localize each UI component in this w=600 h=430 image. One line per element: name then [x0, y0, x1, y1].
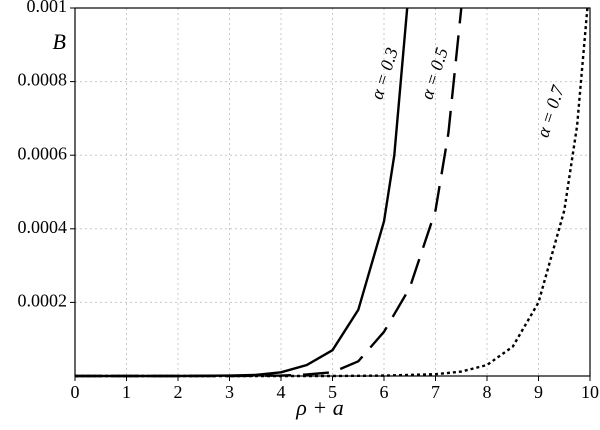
x-tick-label: 8 — [483, 382, 492, 402]
y-axis-label: B — [53, 29, 66, 54]
x-tick-label: 7 — [431, 382, 440, 402]
series-label: α = 0.5 — [417, 45, 452, 102]
x-tick-label: 9 — [534, 382, 543, 402]
series-line — [75, 7, 463, 378]
x-tick-label: 5 — [328, 382, 337, 402]
x-tick-label: 1 — [122, 382, 131, 402]
x-tick-label: 4 — [277, 382, 286, 402]
x-tick-label: 0 — [71, 382, 80, 402]
x-tick-label: 10 — [581, 382, 599, 402]
y-tick-label: 0.0002 — [18, 291, 68, 311]
series-label: α = 0.7 — [533, 82, 569, 140]
x-axis-label: ρ + a — [295, 395, 343, 420]
y-tick-label: 0.0006 — [18, 143, 68, 163]
y-tick-label: 0.0008 — [18, 70, 68, 90]
plot-frame — [74, 7, 591, 377]
x-tick-label: 6 — [380, 382, 389, 402]
y-tick-label: 0.0004 — [18, 217, 68, 237]
series-line — [75, 7, 409, 378]
series-line — [75, 7, 589, 378]
x-tick-label: 3 — [225, 382, 234, 402]
series-label: α = 0.3 — [367, 45, 402, 102]
y-tick-label: 0.001 — [27, 0, 68, 16]
x-tick-label: 2 — [174, 382, 183, 402]
